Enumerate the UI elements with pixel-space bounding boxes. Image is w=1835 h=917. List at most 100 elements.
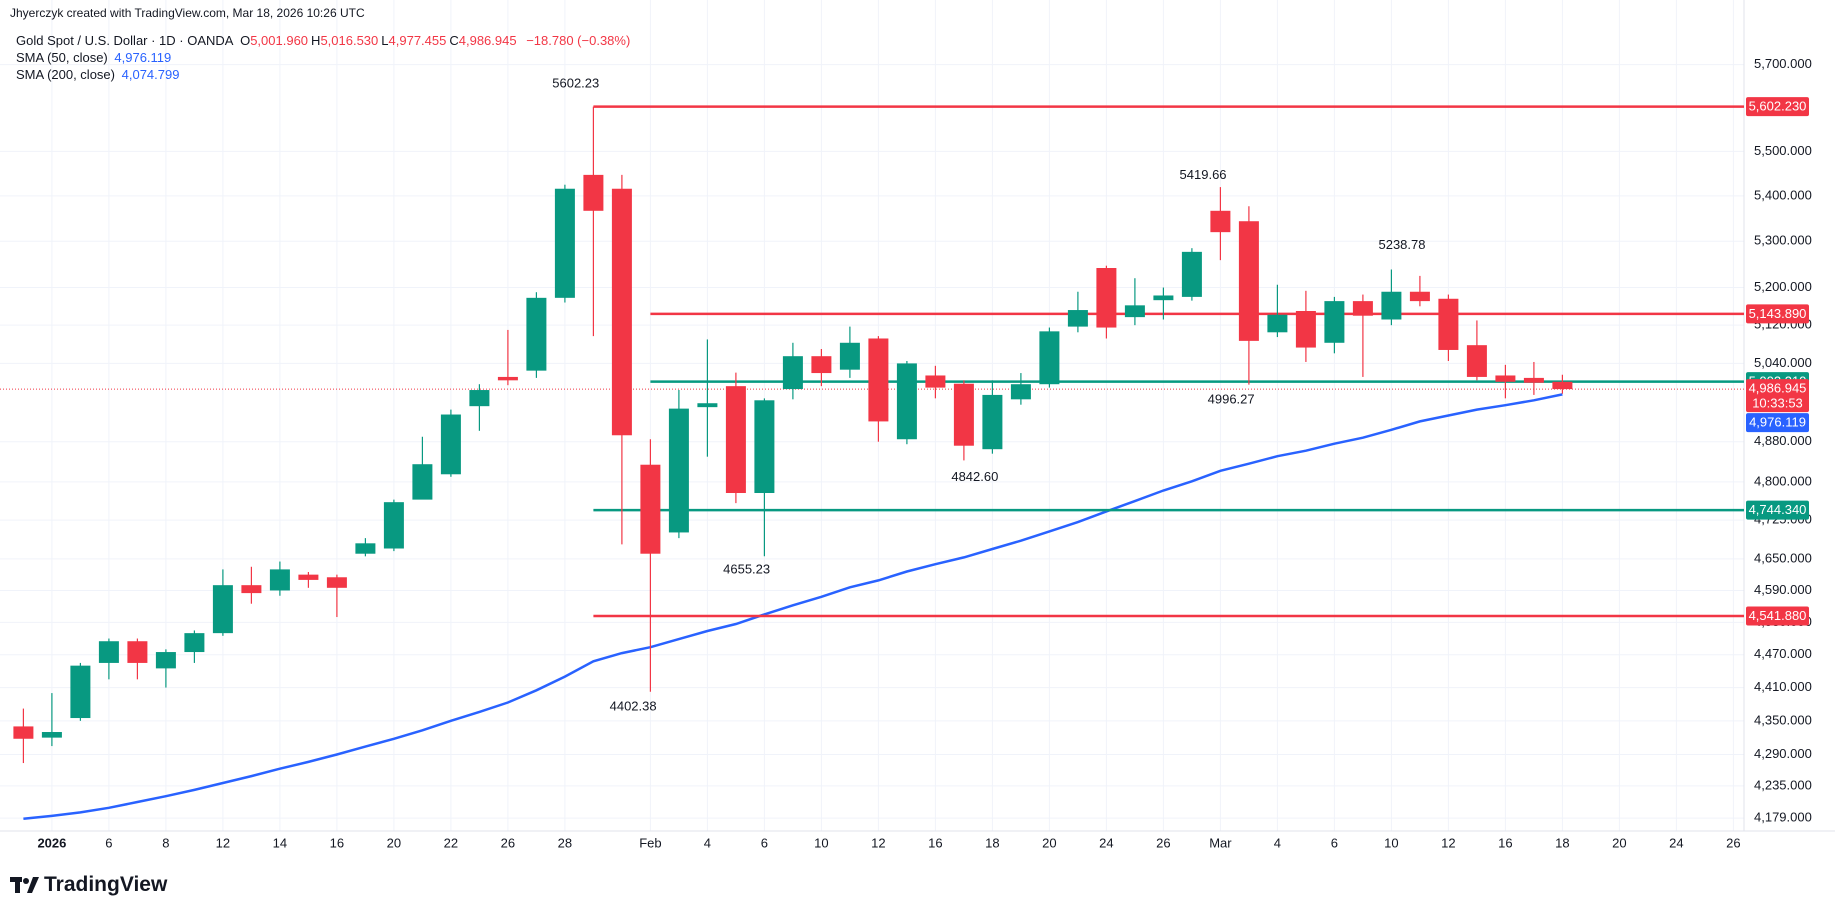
annotation: 5602.23 (552, 76, 599, 91)
x-tick-label: 22 (444, 835, 458, 850)
candle-body (212, 585, 233, 634)
x-tick-label: 4 (1274, 835, 1281, 850)
x-tick-label: 20 (1042, 835, 1056, 850)
annotation: 4996.27 (1208, 392, 1255, 407)
x-tick-label: 16 (928, 835, 942, 850)
x-tick-label: 12 (216, 835, 230, 850)
y-tick-label: 5,040.000 (1754, 355, 1812, 370)
candle-body (668, 408, 689, 533)
level-price-box (1746, 500, 1809, 520)
study-name: SMA (200, close) (16, 67, 115, 82)
candle-body (839, 342, 860, 370)
ohlc-value: 5,016.530 (320, 33, 379, 48)
study-value: 4,976.119 (114, 50, 172, 65)
x-tick-label: 14 (273, 835, 287, 850)
brand: TradingView (10, 873, 170, 897)
countdown-label: 10:33:53 (1752, 396, 1803, 411)
ohlc-values: O5,001.960 H5,016.530 L4,977.455 C4,986.945 (240, 33, 520, 48)
x-tick-label: 18 (985, 835, 999, 850)
study-name: SMA (50, close) (16, 50, 108, 65)
candle-body (1466, 345, 1487, 377)
candle-body (811, 356, 832, 374)
x-tick-label: 20 (1612, 835, 1626, 850)
level-price-label: 5,602.230 (1749, 99, 1807, 114)
x-tick-label: Mar (1209, 835, 1232, 850)
header: Jhyerczyk created with TradingView.com, … (10, 6, 365, 20)
candle-body (1124, 305, 1145, 318)
candle-body (640, 464, 661, 554)
annotation: 5238.78 (1378, 237, 1425, 252)
candle-body (355, 543, 376, 554)
x-tick-label: 2026 (37, 835, 66, 850)
y-tick-label: 4,800.000 (1754, 473, 1812, 488)
candle-body (925, 375, 946, 388)
x-tick-label: 24 (1669, 835, 1683, 850)
sma-price-box (1746, 413, 1809, 433)
x-tick-label: 26 (1726, 835, 1740, 850)
candle-body (1096, 268, 1117, 328)
y-tick-label: 4,650.000 (1754, 550, 1812, 565)
y-tick-label: 4,410.000 (1754, 679, 1812, 694)
x-tick-label: 8 (162, 835, 169, 850)
x-tick-label: 16 (1498, 835, 1512, 850)
legend-sma50: SMA (50, close) 4,976.119 (16, 50, 174, 65)
ohlc-value: 4,986.945 (458, 33, 517, 48)
candle-body (412, 464, 433, 500)
candle-body (953, 383, 974, 446)
candle-body (1552, 381, 1573, 390)
candle-body (1409, 291, 1430, 302)
candle-body (982, 394, 1003, 450)
candle-body (1324, 301, 1345, 343)
x-tick-label: 6 (761, 835, 768, 850)
candle-body (1495, 375, 1516, 382)
y-tick-label: 4,590.000 (1754, 582, 1812, 597)
ohlc-key: L (381, 33, 389, 48)
candle-body (298, 574, 319, 580)
candle-body (440, 414, 461, 475)
y-tick-label: 5,200.000 (1754, 279, 1812, 294)
brand-logo (10, 877, 39, 893)
x-tick-label: 26 (1156, 835, 1170, 850)
candle-body (1210, 210, 1231, 233)
x-tick-label: 6 (1331, 835, 1338, 850)
y-tick-label: 5,300.000 (1754, 233, 1812, 248)
level-price-box (1746, 97, 1809, 117)
level-price-box (1746, 304, 1809, 324)
ohlc-key: H (311, 33, 321, 48)
candle-body (554, 188, 575, 298)
x-tick-label: 12 (1441, 835, 1455, 850)
legend-main: Gold Spot / U.S. Dollar · 1D · OANDA O5,… (16, 33, 633, 48)
candle-body (1352, 301, 1373, 316)
candle-body (497, 376, 518, 381)
candle-body (241, 585, 262, 594)
candle-body (469, 390, 490, 407)
candle-body (1067, 310, 1088, 327)
candle-body (583, 174, 604, 211)
symbol-title: Gold Spot / U.S. Dollar · 1D · OANDA (16, 33, 234, 48)
ohlc-value: 4,977.455 (388, 33, 447, 48)
candle-body (526, 297, 547, 371)
candle-body (1438, 298, 1459, 350)
candle-body (326, 577, 347, 588)
y-tick-label: 4,880.000 (1754, 433, 1812, 448)
current-price-label: 4,986.945 (1749, 381, 1807, 396)
candle-body (184, 633, 205, 653)
candle-body (754, 400, 775, 494)
candle-body (868, 338, 889, 422)
sma-line (23, 393, 1563, 821)
current-price-box (1746, 379, 1809, 413)
sma-price-label: 4,976.119 (1749, 415, 1806, 430)
candle-body (1295, 310, 1316, 348)
x-tick-label: 4 (704, 835, 711, 850)
x-tick-label: 6 (105, 835, 112, 850)
change: −18.780 (−0.38%) (526, 33, 631, 48)
y-tick-label: 4,290.000 (1754, 746, 1812, 761)
level-price-box (1746, 606, 1809, 626)
candle-body (1238, 221, 1259, 341)
annotation: 5419.66 (1180, 167, 1227, 182)
candle-body (1381, 291, 1402, 320)
annotation: 4655.23 (723, 561, 770, 576)
level-price-label: 5,143.890 (1749, 306, 1807, 321)
candle-body (1267, 314, 1288, 333)
candle-body (383, 502, 404, 549)
